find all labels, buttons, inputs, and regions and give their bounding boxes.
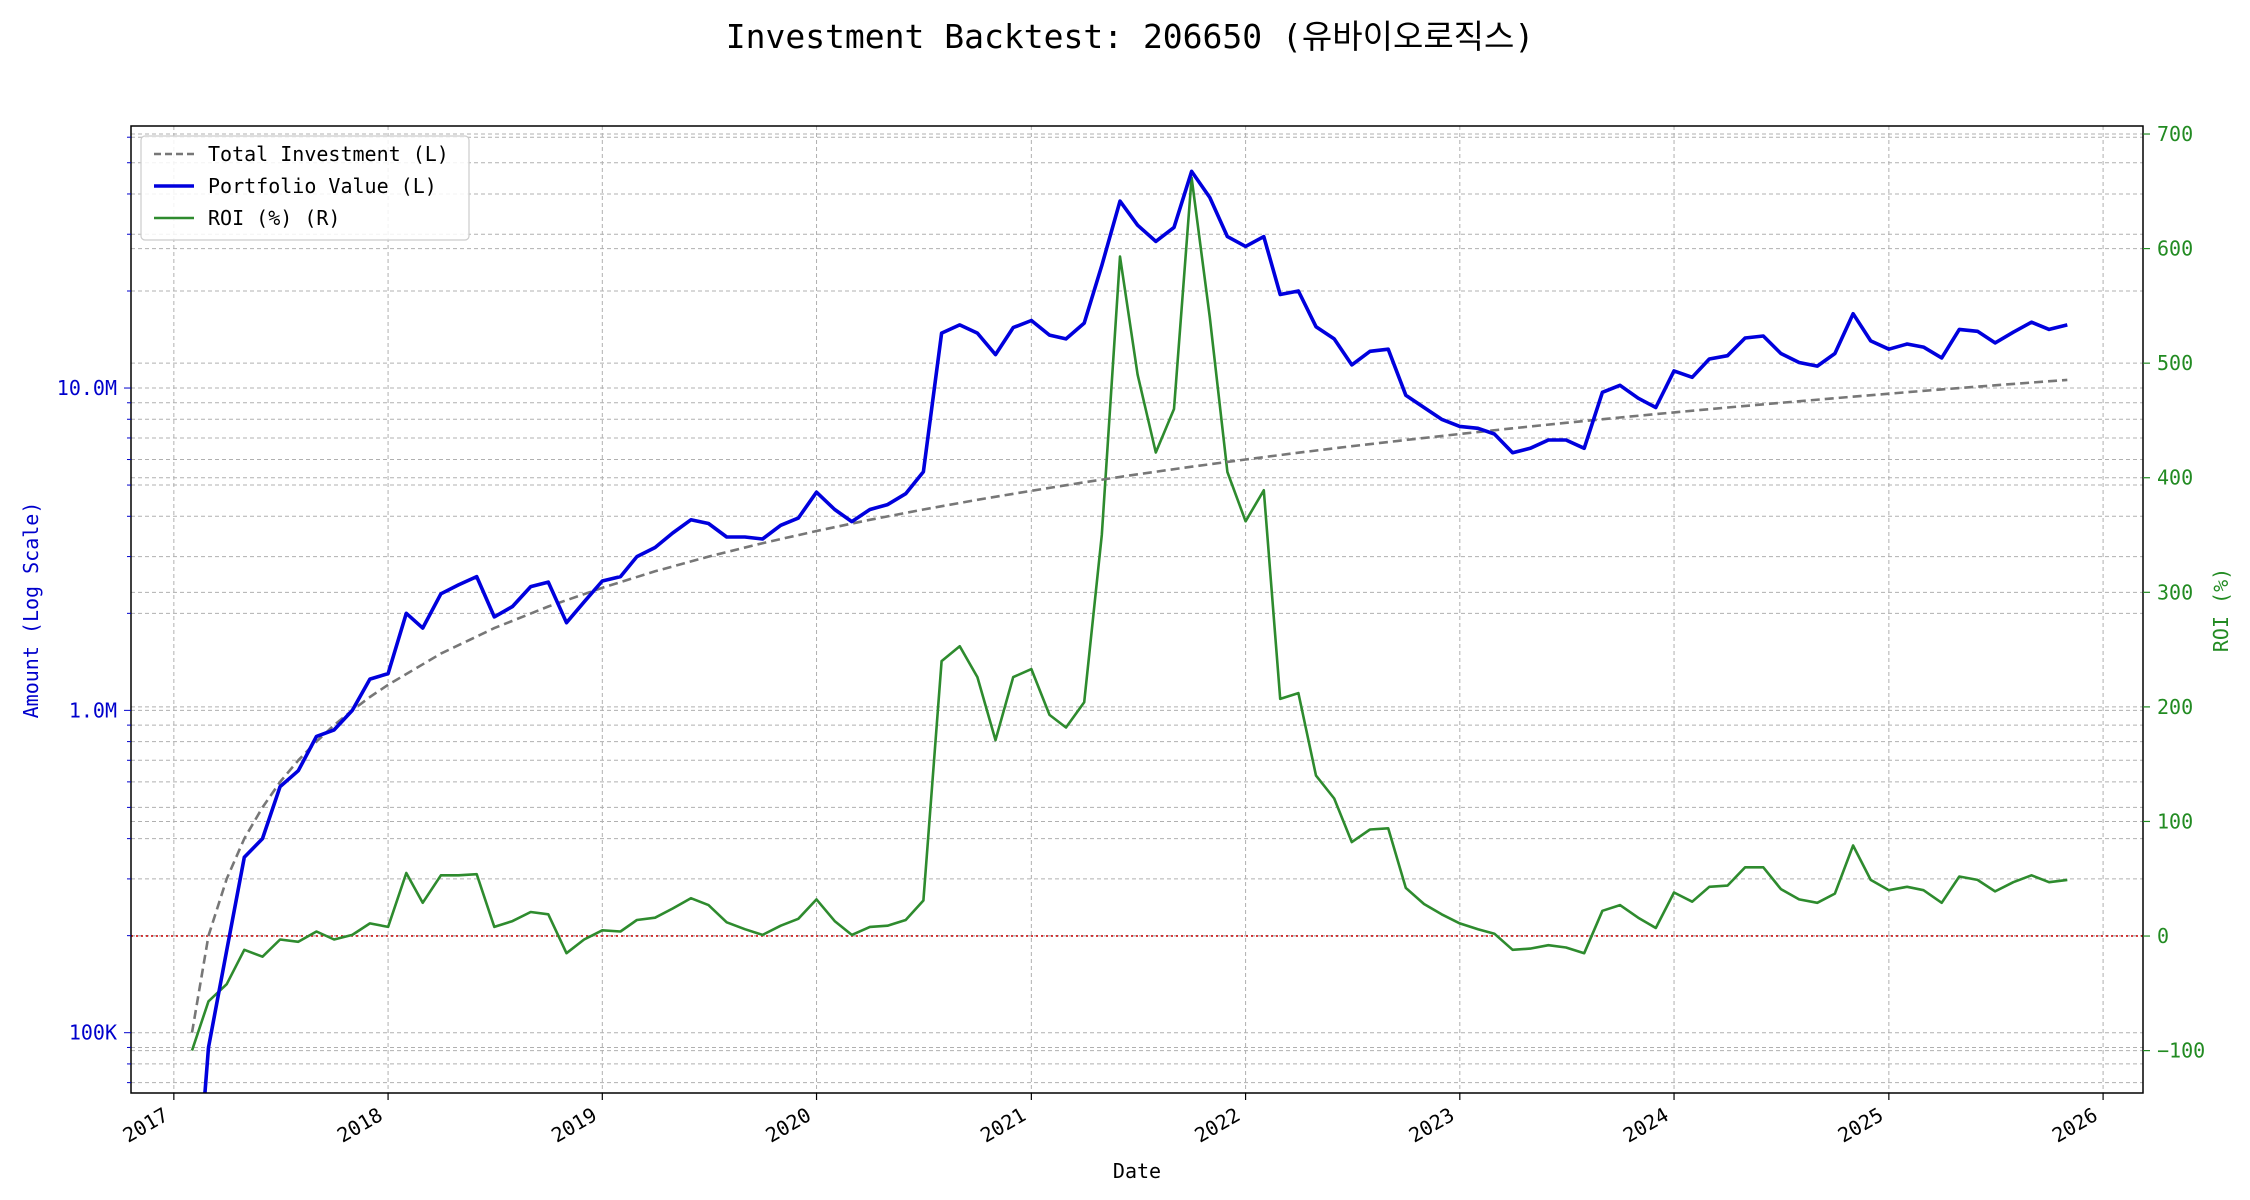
x-tick-label: 2025	[1834, 1103, 1888, 1148]
right-tick-label: 0	[2157, 924, 2169, 948]
right-tick-label: 200	[2157, 695, 2193, 719]
x-tick-label: 2017	[119, 1103, 173, 1148]
left-tick-label: 1.0M	[69, 698, 117, 722]
grid	[131, 126, 2143, 1093]
legend-entry: Total Investment (L)	[208, 142, 449, 166]
x-tick-label: 2026	[2048, 1103, 2102, 1148]
right-tick-label: 600	[2157, 237, 2193, 261]
x-tick-label: 2020	[761, 1103, 815, 1148]
right-tick-label: −100	[2157, 1039, 2205, 1063]
x-tick-label: 2018	[333, 1103, 387, 1148]
right-y-axis-label: ROI (%)	[2209, 568, 2233, 652]
roi-line	[190, 176, 2068, 1052]
x-tick-label: 2023	[1405, 1103, 1459, 1148]
legend: Total Investment (L) Portfolio Value (L) R…	[140, 135, 470, 241]
plot-frame	[130, 125, 2144, 1094]
total-investment-line	[190, 378, 2068, 1033]
legend-entry: Portfolio Value (L)	[208, 174, 437, 198]
x-tick-label: 2022	[1190, 1103, 1244, 1148]
left-y-axis-label: Amount (Log Scale)	[19, 502, 43, 719]
x-tick-label: 2019	[547, 1103, 601, 1148]
x-axis-label: Date	[1113, 1159, 1161, 1183]
chart-title: Investment Backtest: 206650 (유바이오로직스)	[726, 17, 1535, 56]
x-axis: 2017 2018 2019 2020 2021 2022 2023 2024 2025 2026	[119, 1093, 2104, 1148]
right-tick-label: 100	[2157, 809, 2193, 833]
right-tick-label: 400	[2157, 466, 2193, 490]
right-y-axis: −100 0 100 200 300 400 500 600 700	[2143, 122, 2205, 1063]
right-tick-label: 300	[2157, 580, 2193, 604]
x-tick-label: 2024	[1619, 1103, 1673, 1148]
legend-entry: ROI (%) (R)	[208, 206, 340, 230]
portfolio-value-line	[203, 169, 2068, 1093]
left-tick-label: 100K	[69, 1021, 117, 1045]
right-tick-label: 700	[2157, 122, 2193, 146]
legend-box	[140, 135, 470, 241]
series-lines	[131, 169, 2143, 1093]
x-tick-label: 2021	[976, 1103, 1030, 1148]
left-y-axis: 100K 1.0M 10.0M	[57, 136, 131, 1084]
left-tick-label: 10.0M	[57, 376, 117, 400]
right-tick-label: 500	[2157, 351, 2193, 375]
